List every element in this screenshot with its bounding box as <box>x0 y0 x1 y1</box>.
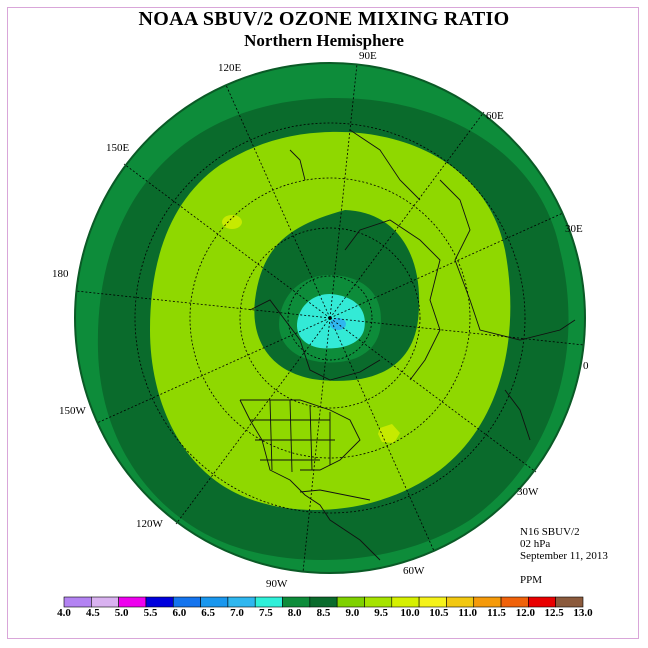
units-label: PPM <box>520 574 543 586</box>
colorbar-tick-label: 4.0 <box>57 607 71 619</box>
map-title: NOAA SBUV/2 OZONE MIXING RATIO <box>138 8 510 30</box>
colorbar-tick-label: 8.0 <box>287 607 302 619</box>
colorbar-tick-label: 12.5 <box>544 607 564 619</box>
colorbar-tick-label: 4.5 <box>85 607 100 619</box>
colorbar-tick-label: 5.5 <box>143 607 158 619</box>
colorbar-tick-label: 9.5 <box>374 607 389 619</box>
ozone-spot <box>222 215 242 229</box>
coastlines <box>239 129 576 561</box>
lon-label-0: 0 <box>583 360 589 372</box>
map-subtitle: Northern Hemisphere <box>244 31 404 50</box>
lon-label-90w: 90W <box>266 578 288 590</box>
lon-label-150w: 150W <box>59 405 86 417</box>
colorbar-tick-label: 10.0 <box>400 607 420 619</box>
colorbar-tick-label: 7.5 <box>258 607 273 619</box>
lon-label-180: 180 <box>52 268 69 280</box>
lon-label-30e: 30E <box>565 223 583 235</box>
date-label: September 11, 2013 <box>520 550 608 562</box>
colorbar-tick-label: 12.0 <box>515 607 535 619</box>
colorbar-tick-label: 11.0 <box>458 607 477 619</box>
lon-label-60e: 60E <box>486 110 504 122</box>
colorbar-tick-label: 9.0 <box>345 607 360 619</box>
colorbar-tick-label: 6.0 <box>172 607 187 619</box>
figure-frame <box>7 7 639 639</box>
colorbar-tick-label: 8.5 <box>316 607 331 619</box>
colorbar-tick-label: 13.0 <box>573 607 593 619</box>
lon-label-90e: 90E <box>359 50 377 62</box>
colorbar-tick-label: 6.5 <box>201 607 216 619</box>
lon-label-60w: 60W <box>403 565 425 577</box>
lon-label-150e: 150E <box>106 142 130 154</box>
lon-label-120e: 120E <box>218 62 242 74</box>
graticule <box>75 63 585 573</box>
lon-label-30w: 30W <box>517 486 539 498</box>
colorbar-tick-label: 5.0 <box>114 607 129 619</box>
colorbar-tick-label: 11.5 <box>487 607 506 619</box>
colorbar-tick-label: 10.5 <box>429 607 449 619</box>
pressure-level-label: 02 hPa <box>520 538 551 550</box>
lon-label-120w: 120W <box>136 518 163 530</box>
ozone-spot <box>378 424 400 443</box>
colorbar-tick-label: 7.0 <box>230 607 244 619</box>
instrument-label: N16 SBUV/2 <box>520 526 580 538</box>
